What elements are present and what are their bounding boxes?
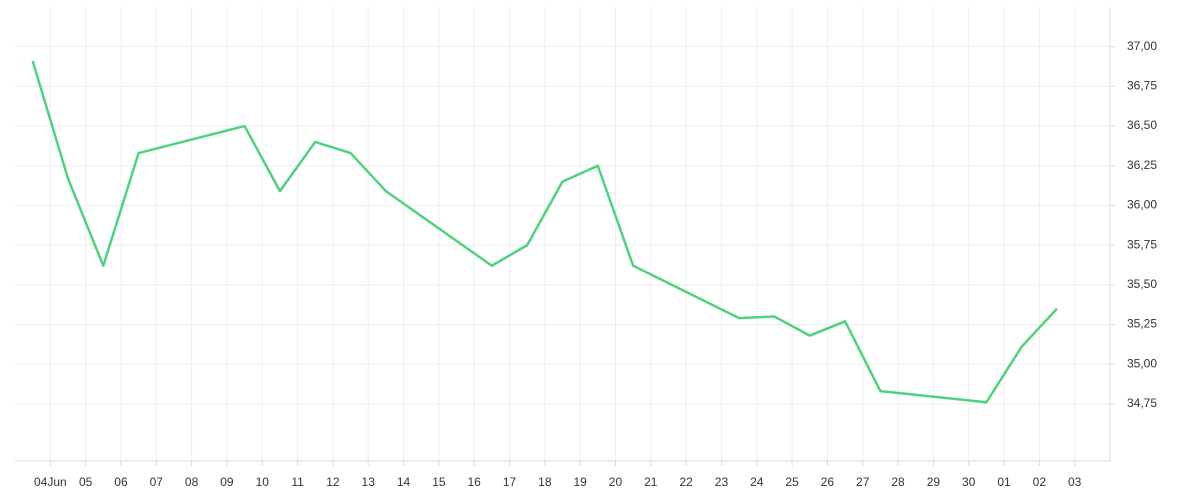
x-tick-label: 12 xyxy=(326,475,340,489)
x-tick-label: 25 xyxy=(785,475,799,489)
x-tick-label: 17 xyxy=(503,475,517,489)
x-tick-label: 14 xyxy=(397,475,411,489)
x-tick-label: 10 xyxy=(256,475,270,489)
x-tick-label: 11 xyxy=(291,475,304,489)
x-tick-label: 15 xyxy=(432,475,446,489)
x-tick-label: 04Jun xyxy=(34,475,67,489)
x-tick-label: 30 xyxy=(962,475,976,489)
line-series xyxy=(31,60,1058,404)
x-tick-label: 07 xyxy=(150,475,164,489)
x-tick-label: 24 xyxy=(750,475,764,489)
x-tick-label: 29 xyxy=(927,475,941,489)
x-tick-label: 21 xyxy=(644,475,658,489)
y-tick-label: 37,00 xyxy=(1127,39,1157,53)
x-tick-label: 16 xyxy=(468,475,482,489)
x-tick-label: 06 xyxy=(114,475,128,489)
x-tick-label: 28 xyxy=(891,475,905,489)
y-tick-label: 35,50 xyxy=(1127,277,1157,291)
y-tick-label: 35,75 xyxy=(1127,237,1157,251)
x-tick-label: 19 xyxy=(573,475,587,489)
y-tick-label: 35,00 xyxy=(1127,356,1157,370)
x-tick-label: 03 xyxy=(1068,475,1082,489)
x-tick-label: 20 xyxy=(609,475,623,489)
y-tick-label: 35,25 xyxy=(1127,317,1157,331)
y-tick-label: 34,75 xyxy=(1127,396,1157,410)
y-tick-label: 36,00 xyxy=(1127,198,1157,212)
y-tick-label: 36,75 xyxy=(1127,79,1157,93)
x-tick-label: 09 xyxy=(220,475,234,489)
x-tick-label: 22 xyxy=(679,475,693,489)
x-tick-label: 13 xyxy=(362,475,376,489)
x-tick-label: 23 xyxy=(715,475,729,489)
y-tick-label: 36,50 xyxy=(1127,118,1157,132)
x-tick-label: 26 xyxy=(821,475,835,489)
x-tick-label: 27 xyxy=(856,475,870,489)
x-tick-label: 18 xyxy=(538,475,552,489)
x-tick-label: 02 xyxy=(1033,475,1047,489)
y-tick-label: 36,25 xyxy=(1127,158,1157,172)
x-tick-label: 01 xyxy=(997,475,1011,489)
x-tick-label: 05 xyxy=(79,475,93,489)
x-tick-label: 08 xyxy=(185,475,199,489)
